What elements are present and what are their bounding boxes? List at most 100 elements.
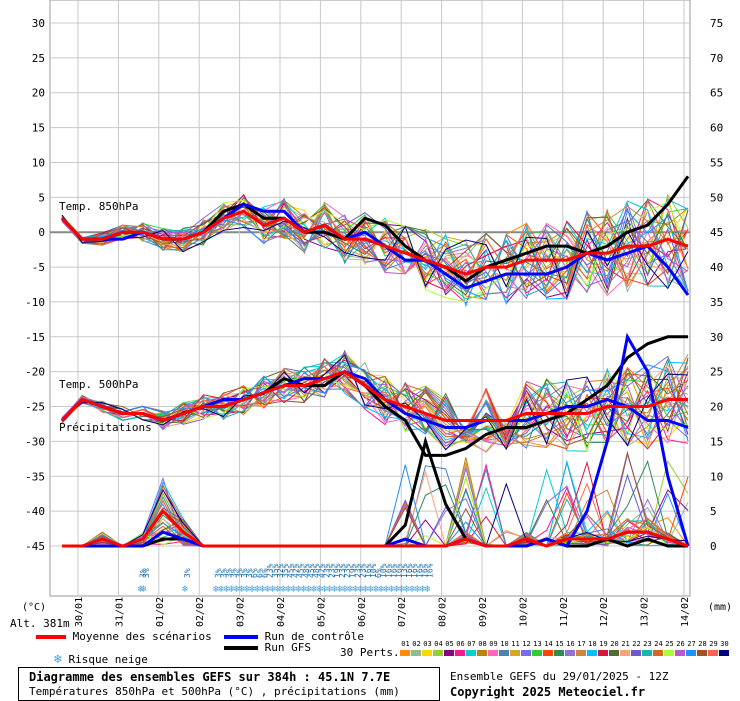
snow-pct: 16% xyxy=(405,563,414,578)
pert-legend-item: 02 xyxy=(411,640,422,656)
snow-pct: 3% xyxy=(224,568,233,578)
snow-pct: 3% xyxy=(230,568,239,578)
snow-pct: 45% xyxy=(307,563,316,578)
snowflake-icon: ❄ xyxy=(358,584,365,595)
pert-number: 20 xyxy=(610,640,619,648)
snowflake-icon: ❄ xyxy=(54,652,62,667)
snowflake-icon: ❄ xyxy=(249,584,256,595)
pert-number: 26 xyxy=(676,640,685,648)
snow-pct: 23% xyxy=(353,563,362,578)
pert-swatch xyxy=(576,650,586,656)
snowflake-icon: ❄ xyxy=(296,584,303,595)
pert-swatch xyxy=(642,650,652,656)
axes: 302520151050-5-10-15-20-25-30-35-40-4575… xyxy=(25,17,723,627)
snow-pct: 6% xyxy=(250,568,259,578)
snow-risk-band: 3%❄3%❄3%❄3%❄3%❄3%❄3%❄3%❄3%❄3%❄6%❄6%❄6%❄2… xyxy=(137,563,434,595)
label-temp-850: Temp. 850hPa xyxy=(59,200,138,213)
snowflake-icon: ❄ xyxy=(254,584,261,595)
snow-pct: 16% xyxy=(410,563,419,578)
snow-pct: 45% xyxy=(297,563,306,578)
y-left-tick: 5 xyxy=(38,191,45,204)
pert-legend-item: 05 xyxy=(444,640,455,656)
pert-legend-item: 14 xyxy=(543,640,554,656)
pert-legend-item: 17 xyxy=(576,640,587,656)
legend-gfs-label: Run GFS xyxy=(264,641,311,654)
pert-number: 22 xyxy=(632,640,641,648)
series-line xyxy=(60,209,689,276)
y-right-tick: 15 xyxy=(710,435,723,448)
legend-mean-swatch xyxy=(36,635,66,639)
perturbation-line xyxy=(61,351,689,448)
x-date-label: 03/02 xyxy=(236,597,247,627)
snowflake-icon: ❄ xyxy=(270,584,277,595)
y-left-tick: -40 xyxy=(25,505,45,518)
perturbation-line xyxy=(61,354,689,451)
snowflake-icon: ❄ xyxy=(260,584,267,595)
snowflake-icon: ❄ xyxy=(280,584,287,595)
legend-snow: ❄ Risque neige xyxy=(54,652,148,667)
x-date-label: 11/02 xyxy=(559,597,570,627)
snow-pct: 42% xyxy=(317,563,326,578)
snowflake-icon: ❄ xyxy=(229,584,236,595)
pert-swatch xyxy=(554,650,564,656)
snow-pct: 19% xyxy=(333,563,342,578)
x-date-label: 02/02 xyxy=(195,597,206,627)
snow-pct: 35% xyxy=(281,563,290,578)
y-right-tick: 20 xyxy=(710,401,723,414)
pert-number: 21 xyxy=(621,640,630,648)
series-line xyxy=(60,370,688,423)
pert-swatch xyxy=(587,650,597,656)
snow-pct: 6% xyxy=(374,568,383,578)
pert-number: 10 xyxy=(500,640,509,648)
snowflake-icon: ❄ xyxy=(409,584,416,595)
snowflake-icon: ❄ xyxy=(420,584,427,595)
snowflake-icon: ❄ xyxy=(352,584,359,595)
pert-legend-item: 04 xyxy=(433,640,444,656)
snowflake-icon: ❄ xyxy=(223,584,230,595)
pert-swatch xyxy=(565,650,575,656)
snow-pct: 16% xyxy=(384,563,393,578)
snowflake-icon: ❄ xyxy=(182,584,189,595)
pert-swatch xyxy=(488,650,498,656)
pert-swatch xyxy=(620,650,630,656)
pert-number: 19 xyxy=(599,640,608,648)
snowflake-icon: ❄ xyxy=(218,584,225,595)
snowflake-icon: ❄ xyxy=(368,584,375,595)
y-right-tick: 60 xyxy=(710,122,723,135)
pert-legend-item: 20 xyxy=(609,640,620,656)
pert-legend-item: 23 xyxy=(642,640,653,656)
snow-pct: 23% xyxy=(266,563,275,578)
snow-pct: 45% xyxy=(286,563,295,578)
y-left-tick: 25 xyxy=(32,52,45,65)
legend-control-label: Run de contrôle xyxy=(264,630,364,643)
pert-swatch xyxy=(521,650,531,656)
snowflake-icon: ❄ xyxy=(301,584,308,595)
pert-number: 14 xyxy=(544,640,553,648)
snow-pct: 16% xyxy=(415,563,424,578)
y-left-tick: 10 xyxy=(32,156,45,169)
snowflake-icon: ❄ xyxy=(321,584,328,595)
pert-legend-item: 25 xyxy=(664,640,675,656)
pert-number: 02 xyxy=(412,640,421,648)
y-left-tick: -30 xyxy=(25,435,45,448)
legend-perts: 30 Perts. xyxy=(340,646,400,659)
pert-swatch xyxy=(631,650,641,656)
copyright: Copyright 2025 Meteociel.fr xyxy=(450,685,646,699)
pert-swatch xyxy=(664,650,674,656)
x-date-label: 13/02 xyxy=(640,597,651,627)
snow-pct: 16% xyxy=(390,563,399,578)
snow-pct: 16% xyxy=(426,563,435,578)
pert-swatch xyxy=(543,650,553,656)
pert-legend-item: 24 xyxy=(653,640,664,656)
pert-number: 28 xyxy=(698,640,707,648)
y-right-unit: (mm) xyxy=(708,602,732,613)
perturbation-line xyxy=(61,357,689,449)
pert-number: 27 xyxy=(687,640,696,648)
snow-pct: 3% xyxy=(235,568,244,578)
x-date-label: 31/01 xyxy=(114,597,125,627)
pert-legend-item: 01 xyxy=(400,640,411,656)
y-right-tick: 45 xyxy=(710,226,723,239)
pert-number: 23 xyxy=(643,640,652,648)
x-date-label: 12/02 xyxy=(599,597,610,627)
snowflake-icon: ❄ xyxy=(425,584,432,595)
